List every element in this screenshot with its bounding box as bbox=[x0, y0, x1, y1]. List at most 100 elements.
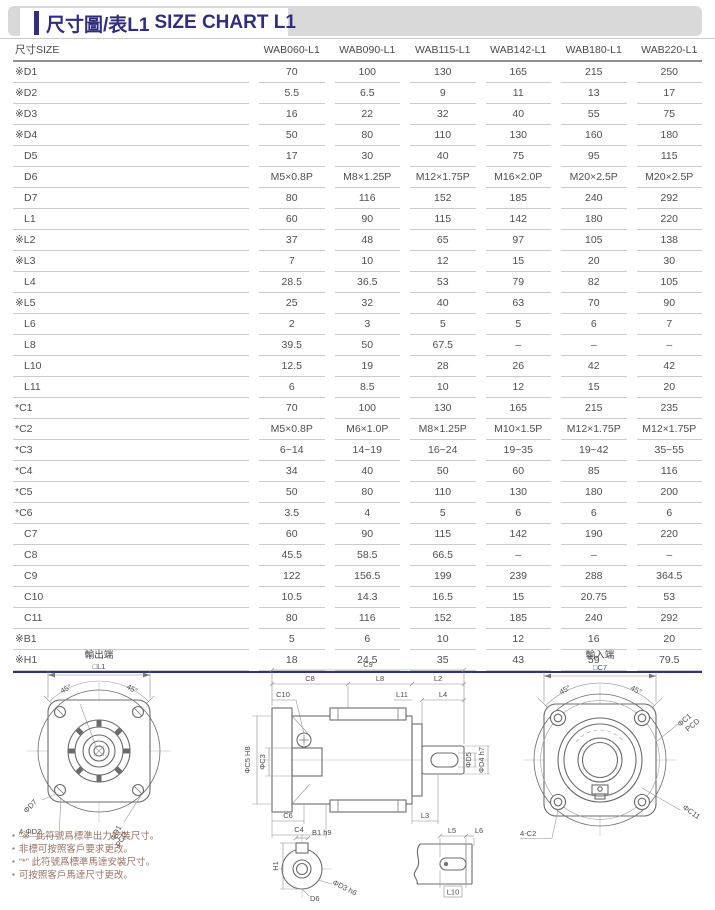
cell-value: 55 bbox=[561, 104, 627, 125]
footnotes: “※” 此符號爲標準出力安裝尺寸。 非標可按照客戶要求更改。 “*” 此符號爲標… bbox=[12, 830, 247, 882]
table-row: C7 60 90 115 142 190 220 bbox=[13, 524, 702, 545]
cell-value: 85 bbox=[561, 461, 627, 482]
cell-value: 100 bbox=[334, 398, 400, 419]
table-row: ※L5 25 32 40 63 70 90 bbox=[13, 293, 702, 314]
row-label: ※B1 bbox=[13, 629, 249, 650]
cell-value: 75 bbox=[636, 104, 702, 125]
column-header-model: WAB142-L1 bbox=[490, 44, 547, 56]
cell-value: 15 bbox=[485, 251, 551, 272]
cell-value: 10 bbox=[410, 629, 476, 650]
cell-value: 220 bbox=[636, 524, 702, 545]
cell-value: M20×2.5P bbox=[561, 167, 627, 188]
row-label: C8 bbox=[13, 545, 249, 566]
cell-value: 79.5 bbox=[636, 650, 702, 671]
cell-value: 6 bbox=[561, 503, 627, 524]
cell-value: 95 bbox=[561, 146, 627, 167]
cell-value: 82 bbox=[561, 272, 627, 293]
cell-value: 34 bbox=[259, 461, 325, 482]
angle-label: 45° bbox=[125, 682, 139, 695]
cell-value: 59 bbox=[561, 650, 627, 671]
dim-label-d4: ΦD4 h7 bbox=[477, 747, 486, 773]
cell-value: 90 bbox=[636, 293, 702, 314]
cell-value: 43 bbox=[485, 650, 551, 671]
cell-value: 18 bbox=[259, 650, 325, 671]
cell-value: 142 bbox=[485, 209, 551, 230]
cell-value: 3.5 bbox=[259, 503, 325, 524]
cell-value: 250 bbox=[636, 62, 702, 83]
table-row: ※D3 16 22 32 40 55 75 bbox=[13, 104, 702, 125]
cell-value: 32 bbox=[334, 293, 400, 314]
cell-value: 116 bbox=[334, 188, 400, 209]
cell-value: 90 bbox=[334, 209, 400, 230]
cell-value: 100 bbox=[334, 62, 400, 83]
row-label: ※L5 bbox=[13, 293, 249, 314]
cell-value: 5 bbox=[485, 314, 551, 335]
cell-value: 79 bbox=[485, 272, 551, 293]
table-header-row: 尺寸SIZE WAB060-L1 WAB090-L1 WAB115-L1 WAB… bbox=[13, 40, 702, 62]
cell-value: 152 bbox=[410, 188, 476, 209]
dim-label-l5: L5 bbox=[448, 826, 456, 835]
cell-value: 364.5 bbox=[636, 566, 702, 587]
row-label: D6 bbox=[13, 167, 249, 188]
side-view-drawing: C9 C8 L8 L2 C10 L11 L4 bbox=[243, 660, 490, 838]
row-label: C9 bbox=[13, 566, 249, 587]
dim-label-l8: L8 bbox=[376, 674, 384, 683]
column-header-model: WAB090-L1 bbox=[339, 44, 396, 56]
dim-label-l4: L4 bbox=[439, 690, 447, 699]
cell-value: 20 bbox=[561, 251, 627, 272]
row-label: ※H1 bbox=[13, 650, 249, 671]
cell-value: 16.5 bbox=[410, 587, 476, 608]
table-row: ※H1 18 24.5 35 43 59 79.5 bbox=[13, 650, 702, 671]
row-label: *C6 bbox=[13, 503, 249, 524]
cell-value: 15 bbox=[561, 377, 627, 398]
cell-value: M5×0.8P bbox=[259, 167, 325, 188]
cell-value: 11 bbox=[485, 83, 551, 104]
table-row: D7 80 116 152 185 240 292 bbox=[13, 188, 702, 209]
row-label: L4 bbox=[13, 272, 249, 293]
table-row: L10 12.5 19 28 26 42 42 bbox=[13, 356, 702, 377]
cell-value: 185 bbox=[485, 608, 551, 629]
table-row: *C4 34 40 50 60 85 116 bbox=[13, 461, 702, 482]
cell-value: 130 bbox=[485, 482, 551, 503]
cell-value: M5×0.8P bbox=[259, 419, 325, 440]
table-row: L1 60 90 115 142 180 220 bbox=[13, 209, 702, 230]
dim-label-c6: C6 bbox=[283, 811, 293, 820]
cell-value: 5 bbox=[410, 503, 476, 524]
table-row: C9 122 156.5 199 239 288 364.5 bbox=[13, 566, 702, 587]
cell-value: 215 bbox=[561, 398, 627, 419]
cell-value: 25 bbox=[259, 293, 325, 314]
table-row: ※L3 7 10 12 15 20 30 bbox=[13, 251, 702, 272]
size-chart-table: 尺寸SIZE WAB060-L1 WAB090-L1 WAB115-L1 WAB… bbox=[13, 40, 702, 673]
cell-value: 156.5 bbox=[334, 566, 400, 587]
cell-value: 90 bbox=[334, 524, 400, 545]
dim-label-L1: □L1 bbox=[93, 662, 106, 671]
corner-bolt-holes bbox=[549, 709, 651, 811]
output-end-title: 輸出端 bbox=[85, 649, 114, 661]
dim-label-c7: □C7 bbox=[593, 663, 607, 672]
table-row: C10 10.5 14.3 16.5 15 20.75 53 bbox=[13, 587, 702, 608]
angle-label: 45° bbox=[59, 682, 73, 695]
row-label: ※D4 bbox=[13, 125, 249, 146]
row-label: *C1 bbox=[13, 398, 249, 419]
cell-value: 200 bbox=[636, 482, 702, 503]
row-label: ※L3 bbox=[13, 251, 249, 272]
cell-value: 39.5 bbox=[259, 335, 325, 356]
dim-label-l3: L3 bbox=[421, 811, 429, 820]
cell-value: 180 bbox=[561, 482, 627, 503]
cell-value: M16×2.0P bbox=[485, 167, 551, 188]
dim-label-d7: ΦD7 bbox=[22, 798, 39, 815]
input-end-drawing: 輸入端 □C7 45° 45° bbox=[520, 649, 702, 839]
table-row: ※D1 70 100 130 165 215 250 bbox=[13, 62, 702, 83]
cell-value: 16~24 bbox=[410, 440, 476, 461]
cell-value: 20.75 bbox=[561, 587, 627, 608]
cell-value: 6 bbox=[561, 314, 627, 335]
cell-value: 37 bbox=[259, 230, 325, 251]
cell-value: 292 bbox=[636, 608, 702, 629]
cell-value: 7 bbox=[636, 314, 702, 335]
cell-value: 5 bbox=[259, 629, 325, 650]
cell-value: – bbox=[485, 545, 551, 566]
table-row: D5 17 30 40 75 95 115 bbox=[13, 146, 702, 167]
cell-value: 12 bbox=[485, 629, 551, 650]
cell-value: 10 bbox=[410, 377, 476, 398]
table-row: L11 6 8.5 10 12 15 20 bbox=[13, 377, 702, 398]
